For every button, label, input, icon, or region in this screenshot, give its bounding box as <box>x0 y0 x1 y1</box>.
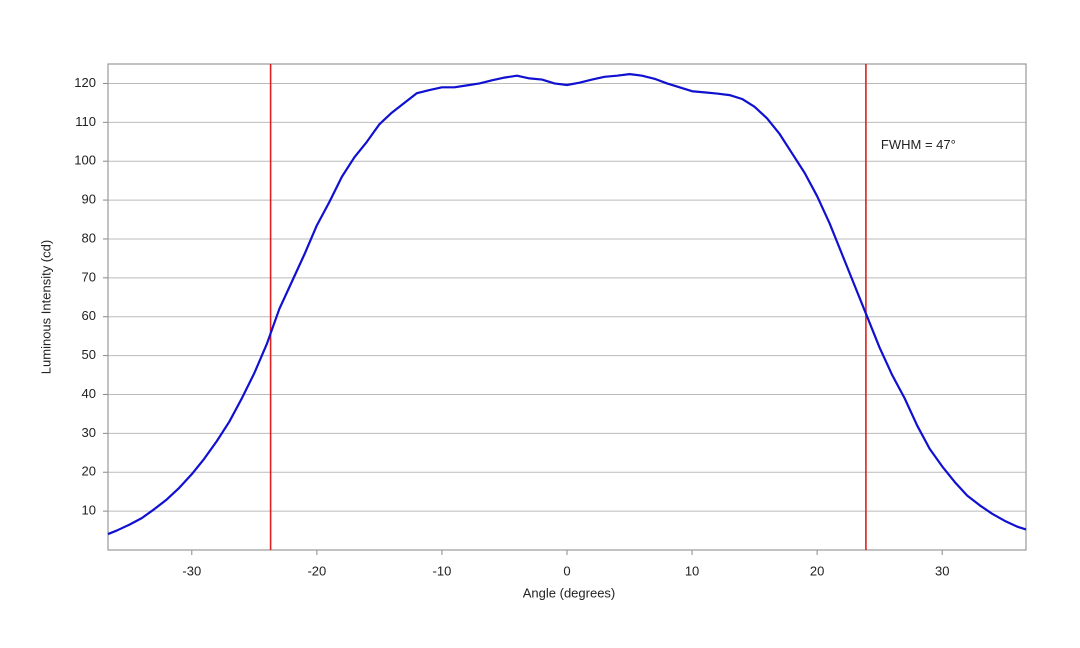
y-tick-label: 20 <box>82 464 96 479</box>
x-tick-label: -10 <box>433 563 452 578</box>
x-tick-label: 30 <box>935 563 949 578</box>
y-tick-label: 120 <box>74 75 96 90</box>
y-tick-label: 80 <box>82 230 96 245</box>
x-tick-label: 10 <box>685 563 699 578</box>
y-tick-label: 40 <box>82 386 96 401</box>
y-tick-label: 100 <box>74 153 96 168</box>
x-tick-label: 0 <box>563 563 570 578</box>
x-tick-label: -20 <box>307 563 326 578</box>
y-tick-label: 10 <box>82 503 96 518</box>
y-tick-label: 90 <box>82 192 96 207</box>
annotation: FWHM = 47° <box>881 137 956 152</box>
y-tick-label: 30 <box>82 425 96 440</box>
y-tick-label: 60 <box>82 308 96 323</box>
x-tick-label: 20 <box>810 563 824 578</box>
y-axis-label: Luminous Intensity (cd) <box>38 240 53 374</box>
y-tick-label: 70 <box>82 269 96 284</box>
x-axis-label: Angle (degrees) <box>523 585 616 600</box>
data-line <box>107 73 1027 536</box>
y-tick-label: 50 <box>82 347 96 362</box>
plot-frame <box>107 63 1027 551</box>
y-tick-label: 110 <box>75 114 96 129</box>
x-tick-label: -30 <box>182 563 201 578</box>
